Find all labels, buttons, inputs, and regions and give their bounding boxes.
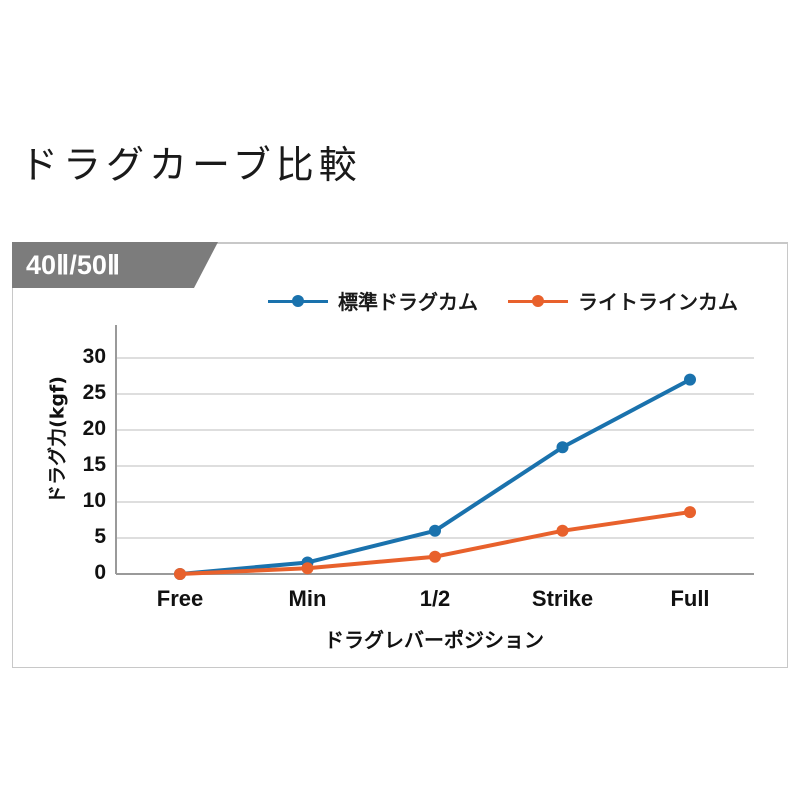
x-tick-label: Min: [288, 586, 327, 611]
legend-label: ライトラインカム: [578, 290, 738, 314]
x-tick-label: 1/2: [419, 586, 451, 611]
data-point-marker: [429, 524, 441, 537]
data-point-marker: [556, 441, 569, 454]
y-tick-label: 10: [82, 489, 106, 512]
data-point-marker: [684, 506, 696, 519]
y-axis-label: ドラグ力(kgf): [46, 376, 69, 504]
x-tick-label: Strike: [531, 586, 594, 611]
y-tick-label: 25: [82, 381, 106, 404]
y-tick-label: 30: [82, 345, 106, 368]
data-point-marker: [301, 562, 314, 575]
y-tick-label: 20: [82, 417, 106, 440]
data-point-marker: [684, 373, 696, 386]
legend-label: 標準ドラグカム: [338, 290, 478, 314]
series-line: [179, 510, 691, 576]
y-tick-label: 0: [94, 561, 106, 584]
model-banner: [12, 242, 218, 288]
x-tick-label: Free: [156, 586, 204, 611]
legend-swatch-blue-icon: [268, 294, 328, 308]
legend-item-light-line-cam: ライトラインカム: [508, 286, 738, 315]
model-label: 40Ⅱ/50Ⅱ: [26, 250, 121, 280]
legend-item-standard-cam: 標準ドラグカム: [268, 286, 478, 315]
banner-shape: [12, 242, 218, 288]
data-point-marker: [174, 568, 186, 580]
page-title: ドラグカーブ比較: [20, 143, 362, 187]
y-tick-label: 15: [82, 453, 106, 476]
chart-frame: [12, 242, 788, 668]
series-line: [179, 377, 691, 576]
legend-swatch-orange-icon: [508, 294, 568, 308]
chart-legend: 標準ドラグカム ライトラインカム: [268, 286, 768, 315]
data-point-marker: [556, 524, 569, 537]
data-point-marker: [429, 550, 441, 563]
x-tick-label: Full: [670, 586, 710, 611]
x-axis-label: ドラグレバーポジション: [324, 628, 544, 652]
y-tick-label: 5: [94, 525, 106, 548]
